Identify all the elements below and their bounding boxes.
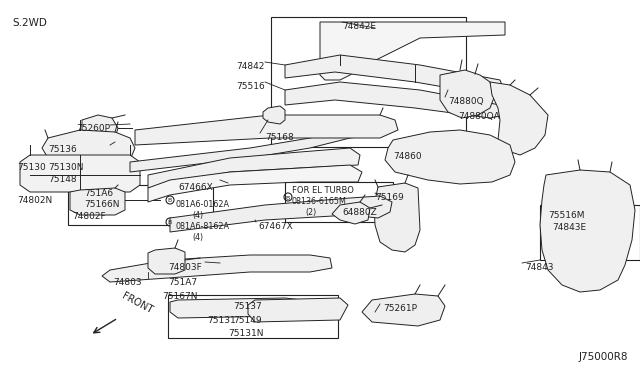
Polygon shape: [102, 255, 332, 282]
Text: 75148: 75148: [48, 175, 77, 184]
Text: 75131N: 75131N: [228, 329, 264, 338]
Text: 75260P: 75260P: [76, 124, 110, 133]
Text: (4): (4): [192, 211, 203, 220]
Text: (2): (2): [305, 208, 316, 217]
Text: 74880QA: 74880QA: [458, 112, 500, 121]
Text: 74843E: 74843E: [552, 223, 586, 232]
Polygon shape: [248, 298, 348, 322]
Text: 67467X: 67467X: [258, 222, 292, 231]
Text: (4): (4): [192, 233, 203, 242]
Text: 74843: 74843: [525, 263, 554, 272]
Text: 75166N: 75166N: [84, 200, 120, 209]
Text: 75516: 75516: [236, 82, 265, 91]
Text: 74802N: 74802N: [17, 196, 52, 205]
Text: 75261P: 75261P: [383, 304, 417, 313]
Polygon shape: [320, 22, 505, 80]
Text: S.2WD: S.2WD: [12, 18, 47, 28]
Polygon shape: [82, 115, 118, 142]
Text: B: B: [168, 221, 172, 225]
Text: 74842: 74842: [237, 62, 265, 71]
Polygon shape: [42, 130, 135, 165]
Polygon shape: [135, 115, 398, 145]
Bar: [168, 295, 338, 338]
Text: 74860: 74860: [393, 152, 422, 161]
Text: 75131: 75131: [207, 316, 236, 325]
Polygon shape: [20, 155, 140, 192]
Polygon shape: [362, 294, 445, 326]
Text: 75168: 75168: [265, 133, 294, 142]
Text: 74880Q: 74880Q: [448, 97, 484, 106]
Text: 75136: 75136: [48, 145, 77, 154]
Bar: [68, 185, 213, 225]
Text: 74842E: 74842E: [342, 22, 376, 31]
Text: 74803F: 74803F: [168, 263, 202, 272]
Text: FOR EL TURBO: FOR EL TURBO: [292, 186, 354, 195]
Text: 75167N: 75167N: [162, 292, 198, 301]
Polygon shape: [148, 148, 360, 188]
Text: 751A6: 751A6: [84, 189, 113, 198]
Text: 74803: 74803: [113, 278, 141, 287]
Text: B: B: [286, 196, 290, 201]
Polygon shape: [285, 55, 505, 95]
Polygon shape: [332, 202, 370, 224]
Polygon shape: [148, 248, 185, 274]
Polygon shape: [130, 128, 375, 172]
Text: J75000R8: J75000R8: [579, 352, 628, 362]
Polygon shape: [440, 70, 495, 118]
Text: 75130N: 75130N: [48, 163, 83, 172]
Polygon shape: [263, 106, 285, 124]
Bar: [271, 17, 466, 147]
Bar: [285, 182, 393, 222]
Polygon shape: [385, 130, 515, 184]
Text: B: B: [168, 199, 172, 203]
Text: 081A6-8162A: 081A6-8162A: [175, 222, 229, 231]
Polygon shape: [170, 298, 322, 318]
Text: FRONT: FRONT: [120, 291, 154, 315]
Polygon shape: [170, 196, 392, 232]
Polygon shape: [70, 188, 125, 215]
Polygon shape: [490, 82, 548, 155]
Text: 08136-6165M: 08136-6165M: [292, 197, 347, 206]
Text: 751A7: 751A7: [168, 278, 197, 287]
Text: 75130: 75130: [17, 163, 45, 172]
Polygon shape: [540, 170, 635, 292]
Polygon shape: [285, 82, 505, 118]
Text: 74802F: 74802F: [72, 212, 106, 221]
Text: 75516M: 75516M: [548, 211, 584, 220]
Polygon shape: [374, 183, 420, 252]
Text: 64880Z: 64880Z: [342, 208, 377, 217]
Text: 75149: 75149: [233, 316, 262, 325]
Bar: [540, 205, 640, 260]
Text: 67466X: 67466X: [178, 183, 212, 192]
Text: 75137: 75137: [233, 302, 262, 311]
Text: 75169: 75169: [375, 193, 404, 202]
Text: 081A6-0162A: 081A6-0162A: [175, 200, 229, 209]
Polygon shape: [148, 165, 362, 202]
